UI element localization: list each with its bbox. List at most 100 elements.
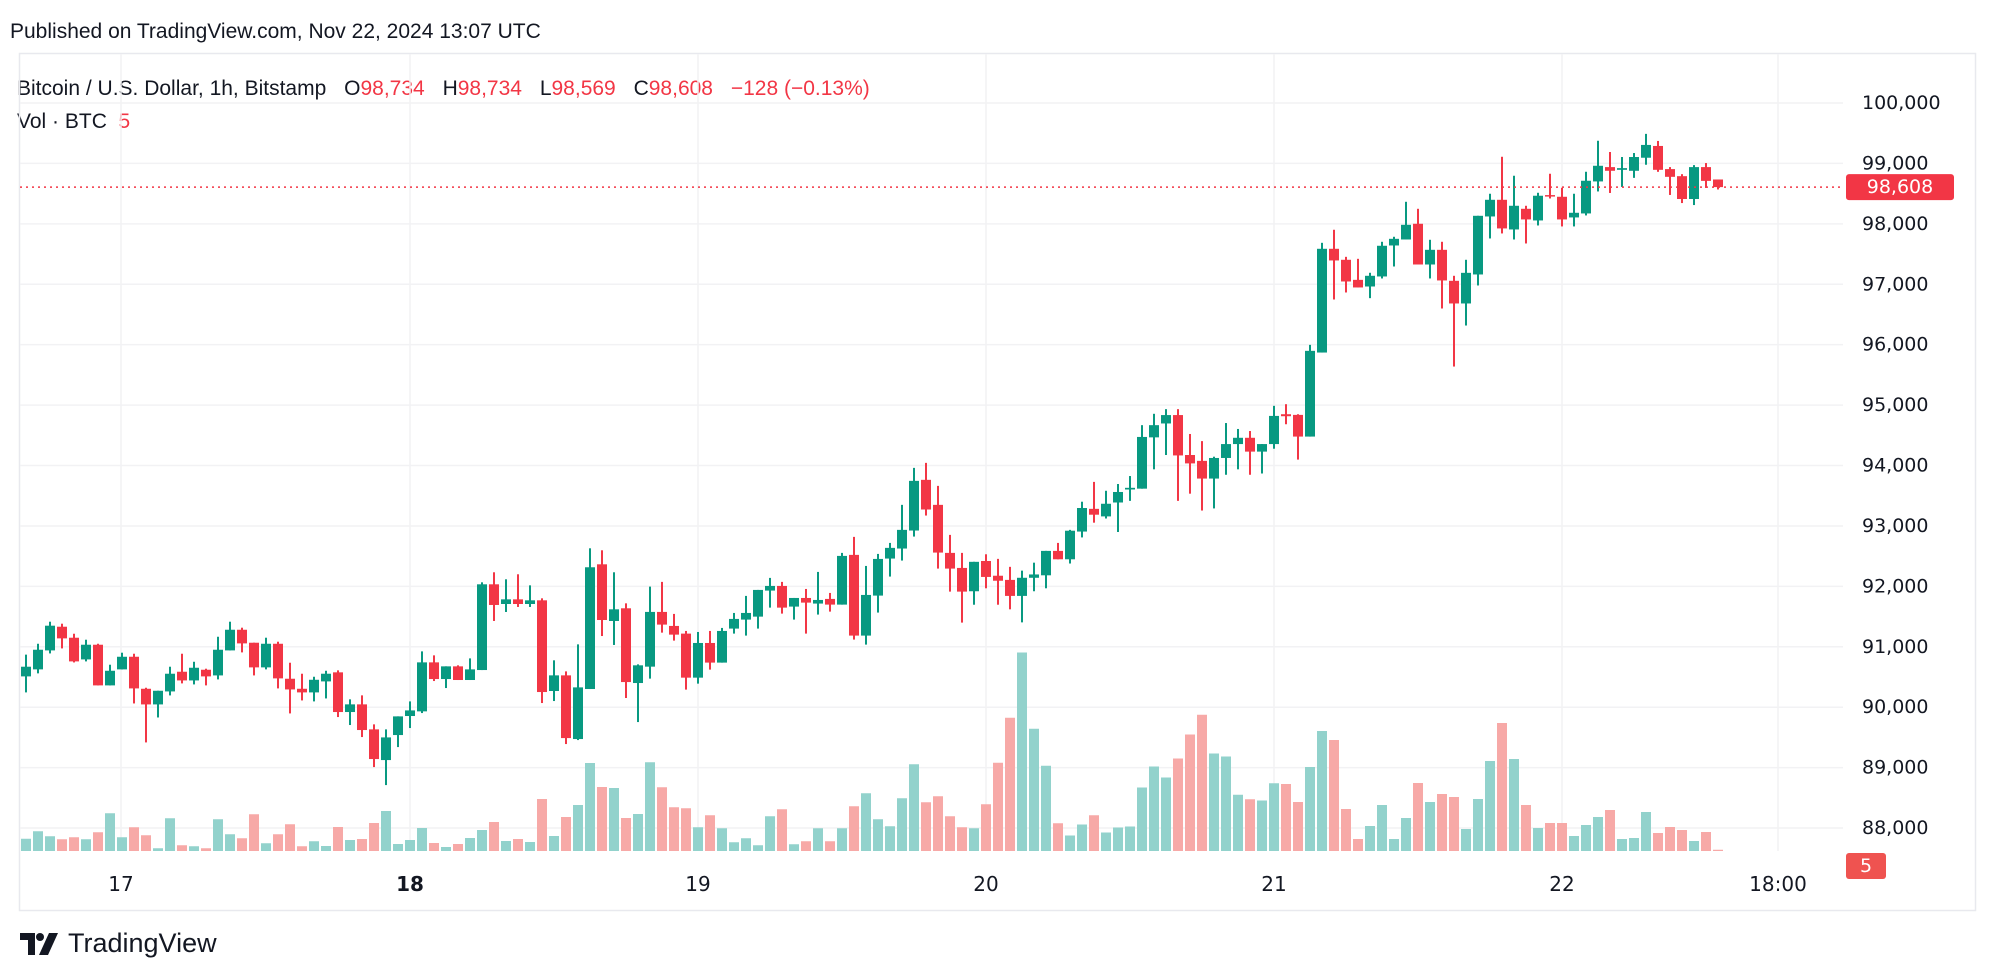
candle[interactable]	[1149, 413, 1159, 470]
candle[interactable]	[549, 660, 559, 702]
candle[interactable]	[1401, 201, 1411, 240]
candle[interactable]	[81, 639, 91, 662]
candle[interactable]	[1353, 258, 1363, 288]
candle[interactable]	[633, 664, 643, 723]
candle[interactable]	[285, 662, 295, 714]
candle[interactable]	[1701, 163, 1711, 188]
candle[interactable]	[1461, 259, 1471, 326]
candle[interactable]	[369, 724, 379, 768]
candle[interactable]	[813, 571, 823, 615]
candle[interactable]	[1137, 425, 1147, 489]
candle[interactable]	[381, 729, 391, 786]
candle[interactable]	[705, 630, 715, 670]
candle[interactable]	[201, 668, 211, 686]
candle[interactable]	[1077, 501, 1087, 538]
candle[interactable]	[117, 652, 127, 670]
candle[interactable]	[537, 598, 547, 704]
candle[interactable]	[573, 644, 583, 741]
candle[interactable]	[669, 613, 679, 641]
candle[interactable]	[1017, 570, 1027, 623]
candle[interactable]	[45, 621, 55, 654]
tradingview-brand[interactable]: TradingView	[68, 928, 217, 958]
candle[interactable]	[69, 633, 79, 663]
candle[interactable]	[1413, 208, 1423, 265]
candle[interactable]	[1569, 193, 1579, 227]
candle[interactable]	[1161, 409, 1171, 456]
candle[interactable]	[597, 550, 607, 637]
candle[interactable]	[141, 687, 151, 743]
candle[interactable]	[417, 651, 427, 714]
candle[interactable]	[1173, 409, 1183, 501]
candle[interactable]	[1533, 192, 1543, 226]
candle[interactable]	[921, 462, 931, 516]
candle[interactable]	[1245, 431, 1255, 475]
candle[interactable]	[309, 676, 319, 702]
candle[interactable]	[249, 642, 259, 676]
candle[interactable]	[1185, 433, 1195, 494]
candle[interactable]	[1509, 175, 1519, 240]
candle[interactable]	[357, 695, 367, 738]
candle[interactable]	[189, 661, 199, 685]
candle[interactable]	[657, 581, 667, 633]
candle[interactable]	[1257, 444, 1267, 474]
candle[interactable]	[1329, 229, 1339, 300]
candle[interactable]	[1113, 484, 1123, 532]
candle[interactable]	[1221, 423, 1231, 475]
candle[interactable]	[1377, 241, 1387, 279]
candle[interactable]	[1305, 344, 1315, 437]
candle[interactable]	[1269, 405, 1279, 449]
candle[interactable]	[165, 666, 175, 696]
candle[interactable]	[1233, 428, 1243, 470]
candle[interactable]	[21, 654, 31, 693]
candle[interactable]	[897, 504, 907, 561]
candle[interactable]	[321, 670, 331, 699]
candle[interactable]	[621, 603, 631, 699]
price-axis[interactable]: 100,000 99,000 98,000 97,000 96,000 95,000 94,…	[1862, 92, 1941, 839]
candle[interactable]	[1641, 133, 1651, 165]
candle[interactable]	[1713, 179, 1723, 190]
candle[interactable]	[1041, 550, 1051, 589]
candle[interactable]	[1653, 140, 1663, 172]
candle[interactable]	[1629, 153, 1639, 178]
candle[interactable]	[1545, 173, 1555, 199]
candle[interactable]	[225, 621, 235, 651]
candle[interactable]	[429, 655, 439, 682]
candle[interactable]	[1557, 187, 1567, 227]
candle[interactable]	[909, 467, 919, 537]
candle[interactable]	[1425, 239, 1435, 279]
candle[interactable]	[981, 554, 991, 589]
candle[interactable]	[261, 637, 271, 670]
candle[interactable]	[933, 485, 943, 569]
candle[interactable]	[1449, 275, 1459, 367]
candle[interactable]	[1581, 171, 1591, 216]
candle[interactable]	[645, 586, 655, 679]
candle[interactable]	[273, 641, 283, 689]
candle[interactable]	[873, 553, 883, 613]
candle[interactable]	[1029, 562, 1039, 592]
candle[interactable]	[1065, 529, 1075, 564]
candle[interactable]	[1317, 242, 1327, 353]
candle[interactable]	[1497, 156, 1507, 234]
symbol-title[interactable]: Bitcoin / U.S. Dollar, 1h, Bitstamp	[17, 77, 327, 100]
candle[interactable]	[1053, 542, 1063, 560]
candle[interactable]	[405, 701, 415, 729]
candle[interactable]	[837, 552, 847, 605]
tradingview-logo-icon[interactable]	[20, 932, 58, 955]
candle[interactable]	[1209, 456, 1219, 509]
candle[interactable]	[1389, 236, 1399, 267]
candle[interactable]	[345, 699, 355, 726]
candle[interactable]	[717, 627, 727, 663]
candle[interactable]	[681, 630, 691, 690]
candle[interactable]	[57, 623, 67, 649]
candle[interactable]	[489, 572, 499, 621]
candle[interactable]	[1485, 193, 1495, 239]
candle[interactable]	[1437, 241, 1447, 309]
candle[interactable]	[729, 612, 739, 634]
candle[interactable]	[1281, 404, 1291, 425]
candle[interactable]	[765, 577, 775, 608]
candle[interactable]	[849, 536, 859, 640]
candle[interactable]	[1197, 441, 1207, 511]
candle[interactable]	[945, 534, 955, 592]
volume-label[interactable]: Vol · BTC	[17, 110, 107, 133]
candle[interactable]	[801, 588, 811, 634]
